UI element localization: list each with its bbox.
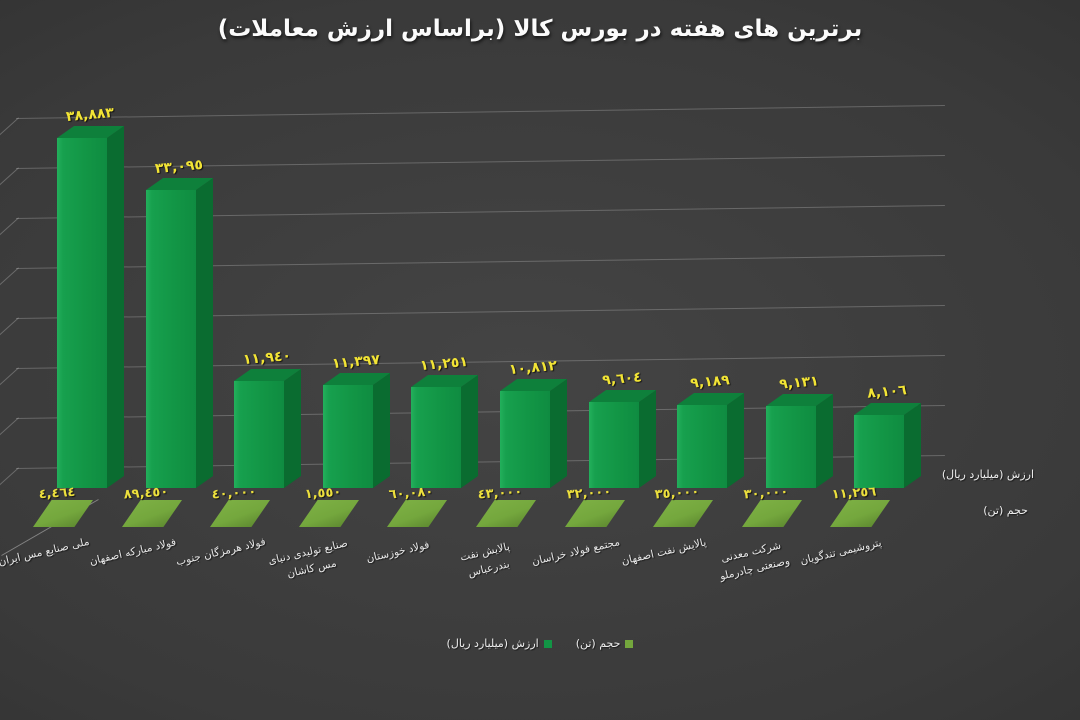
bar-value-label: ٣٣,٠٩٥ bbox=[154, 156, 204, 178]
bar-front-face bbox=[411, 387, 461, 488]
wall-corner-line bbox=[0, 217, 19, 236]
bar-top-face bbox=[854, 403, 921, 415]
wall-corner-line bbox=[0, 117, 19, 136]
bar-front-face bbox=[234, 381, 284, 488]
legend-item-volume: حجم (تن) bbox=[576, 637, 634, 650]
bar-top-face bbox=[323, 373, 390, 385]
bar-top-face bbox=[500, 379, 567, 391]
bar-value-label: ١١,٣٩٧ bbox=[331, 351, 381, 373]
bar-top-face bbox=[57, 126, 124, 138]
volume-floor-tile bbox=[830, 500, 890, 527]
gridline bbox=[15, 105, 945, 119]
bar-value-label: ٣٨,٨٨٣ bbox=[65, 104, 115, 126]
volume-floor-tile bbox=[476, 500, 536, 527]
bar-side-face bbox=[727, 393, 744, 488]
bar-value-label: ١٠,٨١٢ bbox=[508, 357, 558, 379]
value-axis-caption: ارزش (میلیارد ریال) bbox=[941, 468, 1034, 481]
legend-swatch-volume-icon bbox=[625, 639, 634, 648]
legend-label-value: ارزش (میلیارد ریال) bbox=[446, 637, 539, 650]
bar-column bbox=[57, 126, 124, 488]
bar-column bbox=[500, 379, 567, 488]
bar-side-face bbox=[284, 369, 301, 488]
volume-floor-tile bbox=[299, 500, 359, 527]
volume-floor-tile bbox=[210, 500, 270, 527]
volume-floor-tile bbox=[122, 500, 182, 527]
bar-column bbox=[146, 178, 213, 488]
bar-front-face bbox=[766, 406, 816, 488]
wall-corner-line bbox=[0, 417, 19, 436]
bar-top-face bbox=[146, 178, 213, 190]
volume-floor-tile bbox=[387, 500, 447, 527]
volume-floor-tile bbox=[33, 500, 93, 527]
wall-corner-line bbox=[0, 467, 19, 486]
bar-front-face bbox=[500, 391, 550, 488]
bar-side-face bbox=[107, 126, 124, 488]
volume-floor-tile bbox=[565, 500, 625, 527]
bar-column bbox=[677, 393, 744, 488]
bar-front-face bbox=[589, 402, 639, 488]
bar-top-face bbox=[411, 375, 478, 387]
bar-front-face bbox=[854, 415, 904, 488]
bar-side-face bbox=[461, 375, 478, 488]
bar-value-label: ٩,١٣١ bbox=[778, 373, 820, 393]
bar-top-face bbox=[589, 390, 656, 402]
bar-front-face bbox=[677, 405, 727, 488]
bar-side-face bbox=[373, 373, 390, 488]
bar-side-face bbox=[639, 390, 656, 488]
bar-top-face bbox=[677, 393, 744, 405]
bar-value-label: ١١,٢٥١ bbox=[419, 353, 469, 375]
bar-value-label: ٩,٦٠٤ bbox=[601, 369, 643, 389]
bar-column bbox=[854, 403, 921, 488]
bar-front-face bbox=[323, 385, 373, 488]
volume-floor-tile bbox=[653, 500, 713, 527]
wall-corner-line bbox=[0, 167, 19, 186]
bar-top-face bbox=[766, 394, 833, 406]
bar-column bbox=[323, 373, 390, 488]
wall-corner-line bbox=[0, 267, 19, 286]
bar-column bbox=[234, 369, 301, 488]
bar-top-face bbox=[234, 369, 301, 381]
bar-value-label: ٩,١٨٩ bbox=[689, 372, 731, 392]
bar-value-label: ١١,٩٤٠ bbox=[242, 347, 292, 369]
wall-corner-line bbox=[0, 317, 19, 336]
bar-column bbox=[589, 390, 656, 488]
volume-axis-caption: حجم (تن) bbox=[983, 504, 1028, 517]
legend-swatch-value-icon bbox=[543, 639, 552, 648]
bar-front-face bbox=[146, 190, 196, 488]
bar-column bbox=[411, 375, 478, 488]
bar-side-face bbox=[550, 379, 567, 488]
bar-side-face bbox=[196, 178, 213, 488]
volume-floor-tile bbox=[742, 500, 802, 527]
legend-label-volume: حجم (تن) bbox=[575, 637, 621, 650]
legend-item-value: ارزش (میلیارد ریال) bbox=[447, 637, 552, 650]
bar-front-face bbox=[57, 138, 107, 488]
legend: ارزش (میلیارد ریال) حجم (تن) bbox=[0, 637, 1080, 650]
chart-title: برترین های هفته در بورس کالا (براساس ارز… bbox=[217, 16, 863, 42]
bar-side-face bbox=[904, 403, 921, 488]
bar-side-face bbox=[816, 394, 833, 488]
wall-corner-line bbox=[0, 367, 19, 386]
bar-value-label: ٨,١٠٦ bbox=[866, 382, 908, 402]
bar-column bbox=[766, 394, 833, 488]
